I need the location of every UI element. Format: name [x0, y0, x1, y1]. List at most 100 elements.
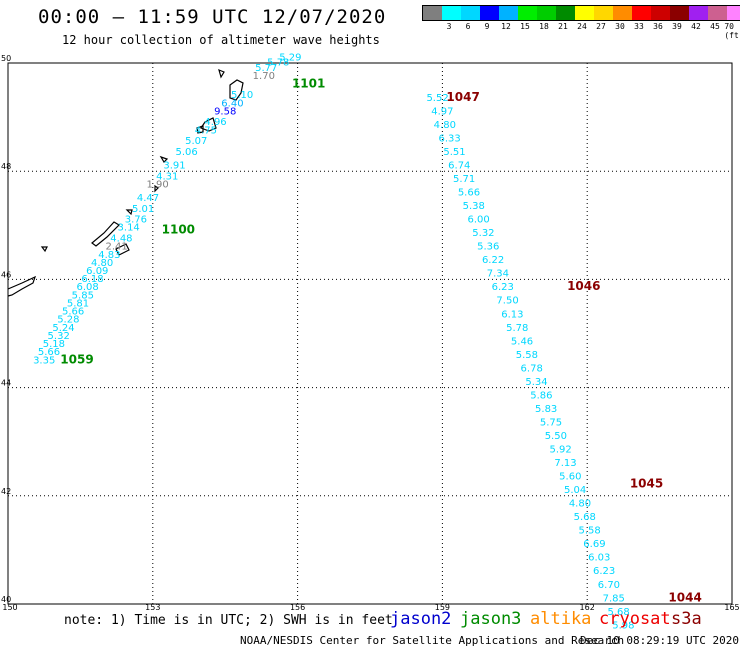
altimeter-tracks: 3.355.665.185.325.245.285.665.815.856.08…	[33, 52, 702, 631]
wave-height-value: 5.18	[43, 339, 65, 350]
wave-height-value: 6.22	[482, 255, 504, 266]
legend-label: 45	[710, 22, 720, 31]
wave-height-value: 5.29	[279, 52, 301, 63]
wave-height-value: 5.07	[185, 136, 207, 147]
wave-height-value: 4.80	[569, 499, 591, 510]
wave-height-value: 5.50	[545, 431, 567, 442]
legend-label: 36	[653, 22, 663, 31]
wave-height-value: 4.96	[204, 117, 226, 128]
wave-height-value: 6.69	[583, 539, 605, 550]
wave-height-value: 4.75	[195, 125, 217, 136]
wave-height-value: 5.86	[530, 390, 552, 401]
wave-height-value: 5.66	[458, 188, 480, 199]
wave-height-value: 5.04	[564, 485, 586, 496]
wave-height-value: 6.23	[593, 566, 615, 577]
track-time-label: 1047	[446, 90, 479, 104]
wave-height-value: 5.28	[57, 315, 79, 326]
legend-swatch	[461, 6, 480, 20]
longitude-label: 165	[724, 603, 739, 612]
legend-swatch	[613, 6, 632, 20]
island-kuril-8	[91, 221, 120, 247]
wave-height-value: 7.34	[487, 269, 509, 280]
wave-height-value: 5.78	[267, 58, 289, 69]
wave-height-value: 6.78	[521, 363, 543, 374]
island-kuril-5	[159, 155, 169, 163]
satellite-cryosat: cryosat	[599, 609, 671, 629]
latitude-labels: 40 42 44 46 48 50	[1, 54, 11, 604]
longitude-label: 153	[145, 603, 160, 612]
satellite-s3a: s3a	[671, 609, 702, 629]
satellite-jason2: jason2	[390, 609, 452, 629]
wave-height-value: 6.09	[86, 266, 108, 277]
wave-height-value: 5.68	[607, 607, 629, 618]
legend-label: 70 (ft)	[724, 22, 740, 40]
legend-swatch	[442, 6, 461, 20]
wave-height-value: 5.68	[574, 512, 596, 523]
wave-height-value: 4.97	[431, 106, 453, 117]
coastline	[7, 68, 244, 297]
legend-swatch	[556, 6, 575, 20]
legend-label: 12	[501, 22, 511, 31]
wave-height-value: 4.83	[98, 250, 120, 261]
color-legend-bar	[422, 5, 740, 21]
wave-height-value: 5.51	[443, 147, 465, 158]
legend-swatch	[670, 6, 689, 20]
page-title: 00:00 – 11:59 UTC 12/07/2020	[38, 6, 387, 28]
wave-height-value: 5.38	[463, 201, 485, 212]
wave-height-value: 7.13	[554, 458, 576, 469]
wave-height-value: 7.85	[603, 593, 625, 604]
wave-height-value: 5.46	[511, 336, 533, 347]
wave-height-value: 5.32	[48, 331, 70, 342]
wave-height-value: 4.31	[156, 171, 178, 182]
wave-height-value: 5.58	[516, 350, 538, 361]
legend-label: 33	[634, 22, 644, 31]
wave-height-value: 5.10	[231, 90, 253, 101]
hokkaido-coast	[7, 275, 37, 297]
island-kuril-3	[218, 68, 225, 79]
wave-height-value: 9.58	[214, 106, 236, 117]
legend-swatch	[632, 6, 651, 20]
track-time-label: 1100	[162, 222, 195, 236]
wave-height-value: 5.83	[535, 404, 557, 415]
legend-swatch	[480, 6, 499, 20]
legend-swatch	[727, 6, 740, 20]
wave-height-value: 3.14	[118, 223, 140, 234]
wave-height-value: 3.35	[33, 355, 55, 366]
wave-height-value: 5.92	[550, 445, 572, 456]
wave-height-value: 7.50	[496, 296, 518, 307]
wave-height-value: 4.80	[91, 258, 113, 269]
wave-height-value: 5.32	[472, 228, 494, 239]
latitude-label: 46	[1, 270, 11, 279]
wave-height-value: 6.33	[439, 133, 461, 144]
legend-label: 3	[446, 22, 452, 31]
legend-swatch	[423, 6, 442, 20]
wave-height-value: 6.08	[77, 282, 99, 293]
wave-height-value: 1.70	[253, 71, 275, 82]
wave-height-value: 6.00	[467, 215, 489, 226]
wave-height-value: 5.24	[52, 323, 74, 334]
track-time-label: 1101	[292, 76, 325, 90]
legend-swatch	[689, 6, 708, 20]
legend-swatch	[518, 6, 537, 20]
wave-height-value: 5.60	[559, 472, 581, 483]
island-kuril-6	[154, 184, 159, 193]
island-kuril-4	[196, 125, 204, 134]
legend-swatch	[708, 6, 727, 20]
legend-label: 27	[596, 22, 606, 31]
wave-height-value: 5.71	[453, 174, 475, 185]
wave-height-value: 5.81	[67, 298, 89, 309]
wave-height-value: 5.58	[578, 526, 600, 537]
wave-height-value: 6.40	[221, 98, 243, 109]
track-1: 3.355.665.185.325.245.285.665.815.856.08…	[33, 52, 325, 366]
longitude-labels: 150 153 156 159 162 165	[2, 603, 739, 612]
generation-timestamp: Dec 10 08:29:19 UTC 2020	[580, 634, 739, 647]
wave-height-value: 6.13	[501, 309, 523, 320]
track-2: 5.52 4.97 4.80 6.33 5.51 6.74 5.71 5.66 5.38 6.00…	[426, 90, 701, 631]
wave-height-value: 5.52	[426, 93, 448, 104]
island-kuril-7	[125, 209, 133, 216]
longitude-label: 156	[290, 603, 305, 612]
legend-label: 18	[539, 22, 549, 31]
wave-height-value: 5.98	[612, 620, 634, 631]
track-time-label: 1059	[60, 352, 93, 366]
